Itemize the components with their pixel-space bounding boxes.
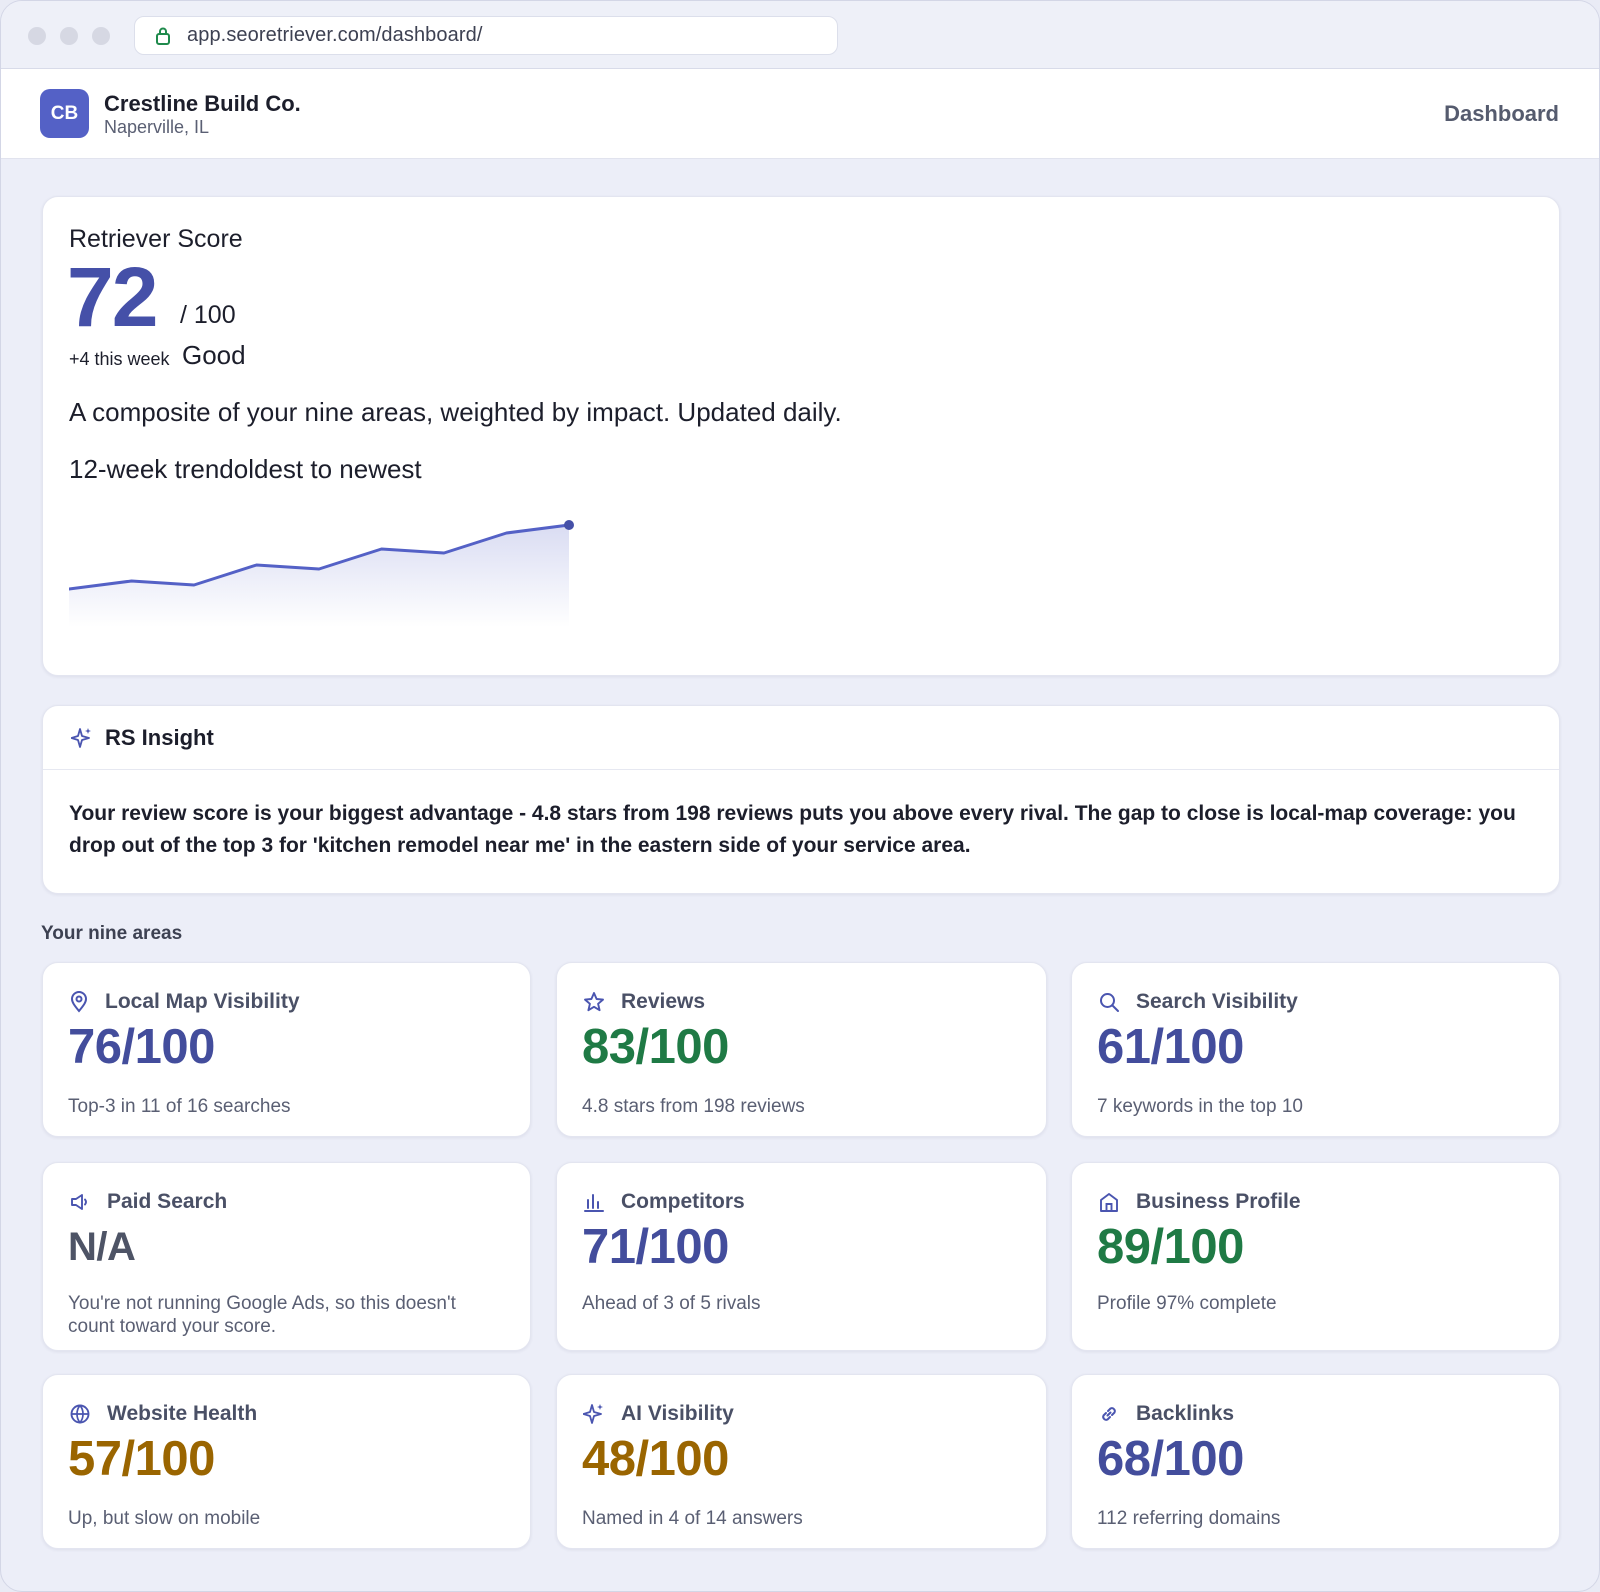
browser-chrome: app.seoretriever.com/dashboard/: [1, 1, 1599, 69]
area-card-reviews[interactable]: Reviews 83/100 4.8 stars from 198 review…: [556, 962, 1047, 1137]
map-pin-icon: [69, 991, 89, 1013]
area-name: Business Profile: [1136, 1190, 1301, 1213]
business-info: Crestline Build Co. Naperville, IL: [104, 91, 301, 137]
address-bar[interactable]: app.seoretriever.com/dashboard/: [134, 16, 838, 55]
score-title: Retriever Score: [69, 225, 243, 253]
area-score: 61/100: [1097, 1020, 1244, 1074]
area-name: Reviews: [621, 990, 706, 1013]
nav-dashboard-link[interactable]: Dashboard: [1444, 101, 1559, 126]
area-detail: You're not running Google Ads, so this d…: [68, 1293, 456, 1337]
lock-icon: [155, 26, 173, 46]
storefront-icon: [1098, 1191, 1120, 1213]
area-name: Competitors: [621, 1190, 745, 1213]
area-card-website-health[interactable]: Website Health 57/100 Up, but slow on mo…: [42, 1374, 531, 1549]
area-detail: 7 keywords in the top 10: [1097, 1096, 1303, 1117]
area-score: 57/100: [68, 1432, 215, 1486]
rs-insight-card: RS Insight Your review score is your big…: [42, 705, 1560, 894]
area-card-business-profile[interactable]: Business Profile 89/100 Profile 97% comp…: [1071, 1162, 1560, 1351]
retriever-score-card: Retriever Score 72 / 100 +4 this week Go…: [42, 196, 1560, 676]
trend-area: [69, 525, 569, 627]
globe-icon: [69, 1403, 91, 1425]
area-score: 76/100: [68, 1020, 215, 1074]
search-icon: [1098, 991, 1120, 1013]
score-max: / 100: [180, 301, 236, 329]
area-name: Backlinks: [1136, 1402, 1235, 1425]
area-name: Search Visibility: [1136, 990, 1298, 1013]
megaphone-icon: [69, 1192, 91, 1212]
insight-text: Your review score is your biggest advant…: [69, 802, 1516, 857]
area-score: 89/100: [1097, 1220, 1244, 1274]
score-rating: Good: [182, 340, 246, 370]
score-delta: +4 this week: [69, 349, 170, 369]
area-name: AI Visibility: [621, 1402, 734, 1425]
business-location: Naperville, IL: [104, 116, 210, 137]
insight-header: RS Insight: [43, 706, 1559, 770]
area-score: 83/100: [582, 1020, 729, 1074]
area-detail: 112 referring domains: [1097, 1508, 1281, 1529]
trend-label: 12-week trendoldest to newest: [69, 454, 422, 484]
business-name: Crestline Build Co.: [104, 90, 301, 116]
address-url[interactable]: app.seoretriever.com/dashboard/: [187, 24, 483, 46]
area-score: 68/100: [1097, 1432, 1244, 1486]
area-score: N/A: [68, 1225, 136, 1269]
area-name: Website Health: [107, 1402, 258, 1425]
area-detail: Ahead of 3 of 5 rivals: [582, 1293, 761, 1314]
bar-chart-icon: [583, 1191, 605, 1213]
area-name: Local Map Visibility: [105, 990, 300, 1013]
trend-endpoint: [564, 520, 574, 530]
area-card-search-visibility[interactable]: Search Visibility 61/100 7 keywords in t…: [1071, 962, 1560, 1137]
area-score: 48/100: [582, 1432, 729, 1486]
area-detail: 4.8 stars from 198 reviews: [582, 1096, 805, 1117]
area-score: 71/100: [582, 1220, 729, 1274]
window-maximize-dot[interactable]: [92, 27, 110, 45]
area-detail: Up, but slow on mobile: [68, 1508, 261, 1529]
area-card-backlinks[interactable]: Backlinks 68/100 112 referring domains: [1071, 1374, 1560, 1549]
business-avatar: CB: [40, 89, 89, 138]
areas-section-label: Your nine areas: [41, 923, 183, 944]
area-name: Paid Search: [107, 1190, 228, 1213]
area-detail: Named in 4 of 14 answers: [582, 1508, 803, 1529]
area-card-ai-visibility[interactable]: AI Visibility 48/100 Named in 4 of 14 an…: [556, 1374, 1047, 1549]
link-icon: [1098, 1403, 1120, 1425]
score-description: A composite of your nine areas, weighted…: [69, 397, 842, 427]
window-close-dot[interactable]: [28, 27, 46, 45]
area-detail: Profile 97% complete: [1097, 1293, 1277, 1314]
area-card-paid-search[interactable]: Paid Search N/A You're not running Googl…: [42, 1162, 531, 1351]
score-value: 72: [67, 250, 158, 344]
app-header: CB Crestline Build Co. Naperville, IL Da…: [1, 69, 1599, 159]
score-trend-chart: [69, 520, 574, 627]
star-icon: [583, 991, 605, 1013]
trend-line: [69, 523, 571, 591]
sparkle-icon: [583, 1402, 605, 1426]
area-card-local-map[interactable]: Local Map Visibility 76/100 Top-3 in 11 …: [42, 962, 531, 1137]
area-card-competitors[interactable]: Competitors 71/100 Ahead of 3 of 5 rival…: [556, 1162, 1047, 1351]
insight-title: RS Insight: [105, 724, 214, 750]
area-detail: Top-3 in 11 of 16 searches: [68, 1096, 291, 1117]
sparkle-icon: [71, 726, 93, 750]
window-minimize-dot[interactable]: [60, 27, 78, 45]
